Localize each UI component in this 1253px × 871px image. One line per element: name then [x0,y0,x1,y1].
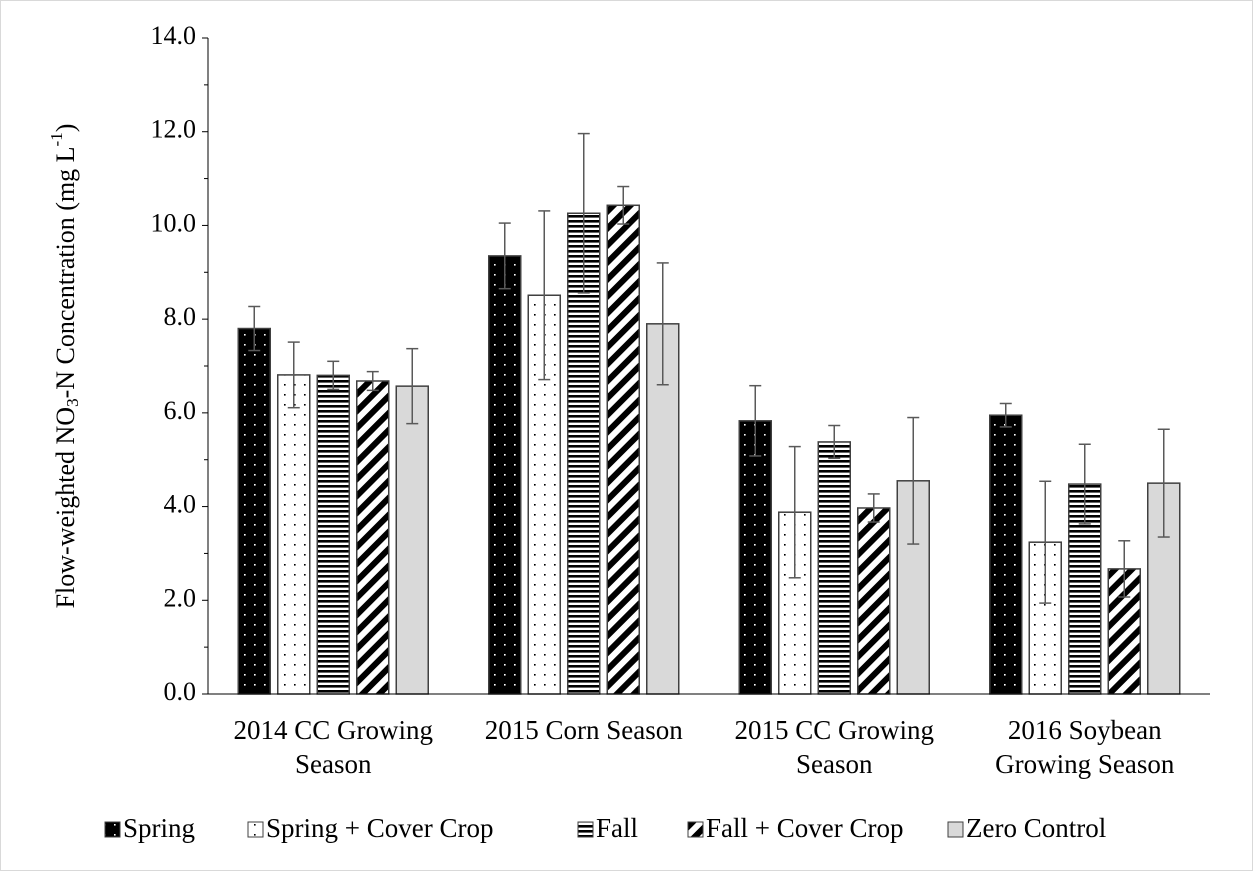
y-tick-label: 12.0 [151,115,197,144]
y-tick-label: 8.0 [164,302,197,331]
x-tick-label: Season [796,749,873,779]
x-tick-label: 2016 Soybean [1008,715,1162,745]
error-bar [1118,540,1131,598]
error-bar [828,424,841,460]
bar [356,380,390,695]
x-tick-label: 2015 Corn Season [485,715,683,745]
y-tick-label: 6.0 [164,396,197,425]
legend-label: Spring [123,813,195,843]
error-bar [1078,443,1091,525]
legend-swatch [687,821,704,838]
x-tick-label: 2014 CC Growing [233,715,433,745]
y-label-part: ) [51,124,80,133]
error-bar [406,347,419,425]
legend-label: Fall + Cover Crop [706,813,903,843]
x-tick-label: Growing Season [995,749,1175,779]
error-bar [656,262,669,386]
bar [316,374,350,695]
y-label-part: -N Concentration (mg L [51,146,80,398]
y-tick-label: 10.0 [151,208,197,237]
error-bar [867,493,880,523]
y-label-part: Flow-weighted NO [51,407,80,608]
bar [277,374,311,695]
error-bar [287,341,300,409]
error-bar [907,416,920,545]
legend-label: Zero Control [966,813,1106,843]
error-bar [577,132,590,294]
error-bar [498,222,511,290]
y-label-subscript: 3 [63,398,82,407]
error-bar [788,445,801,579]
error-bar [617,185,630,225]
legend-swatch [247,821,264,838]
bar [237,327,271,695]
y-tick-label: 4.0 [164,490,197,519]
legend-swatch [104,821,121,838]
error-bar [248,305,261,352]
bar [989,414,1023,695]
error-bar [538,210,551,381]
x-tick-label: 2015 CC Growing [734,715,934,745]
y-tick-label: 14.0 [151,21,197,50]
error-bar [749,384,762,457]
bar [606,204,640,695]
x-tick-label: Season [295,749,372,779]
legend-label: Fall [596,813,638,843]
legend-swatch [947,821,964,838]
bar [395,385,429,695]
bar [857,507,891,695]
bar [488,255,522,695]
y-tick-label: 2.0 [164,583,197,612]
y-axis-label: Flow-weighted NO3-N Concentration (mg L-… [47,124,82,609]
bar [738,420,772,695]
error-bar [1039,480,1052,604]
error-bar [999,402,1012,428]
y-tick-label: 0.0 [164,677,197,706]
error-bar [327,360,340,391]
error-bar [1157,428,1170,538]
legend-label: Spring + Cover Crop [266,813,493,843]
error-bar [366,370,379,392]
bar [817,441,851,695]
y-label-superscript: -1 [47,132,66,146]
legend-swatch [577,821,594,838]
